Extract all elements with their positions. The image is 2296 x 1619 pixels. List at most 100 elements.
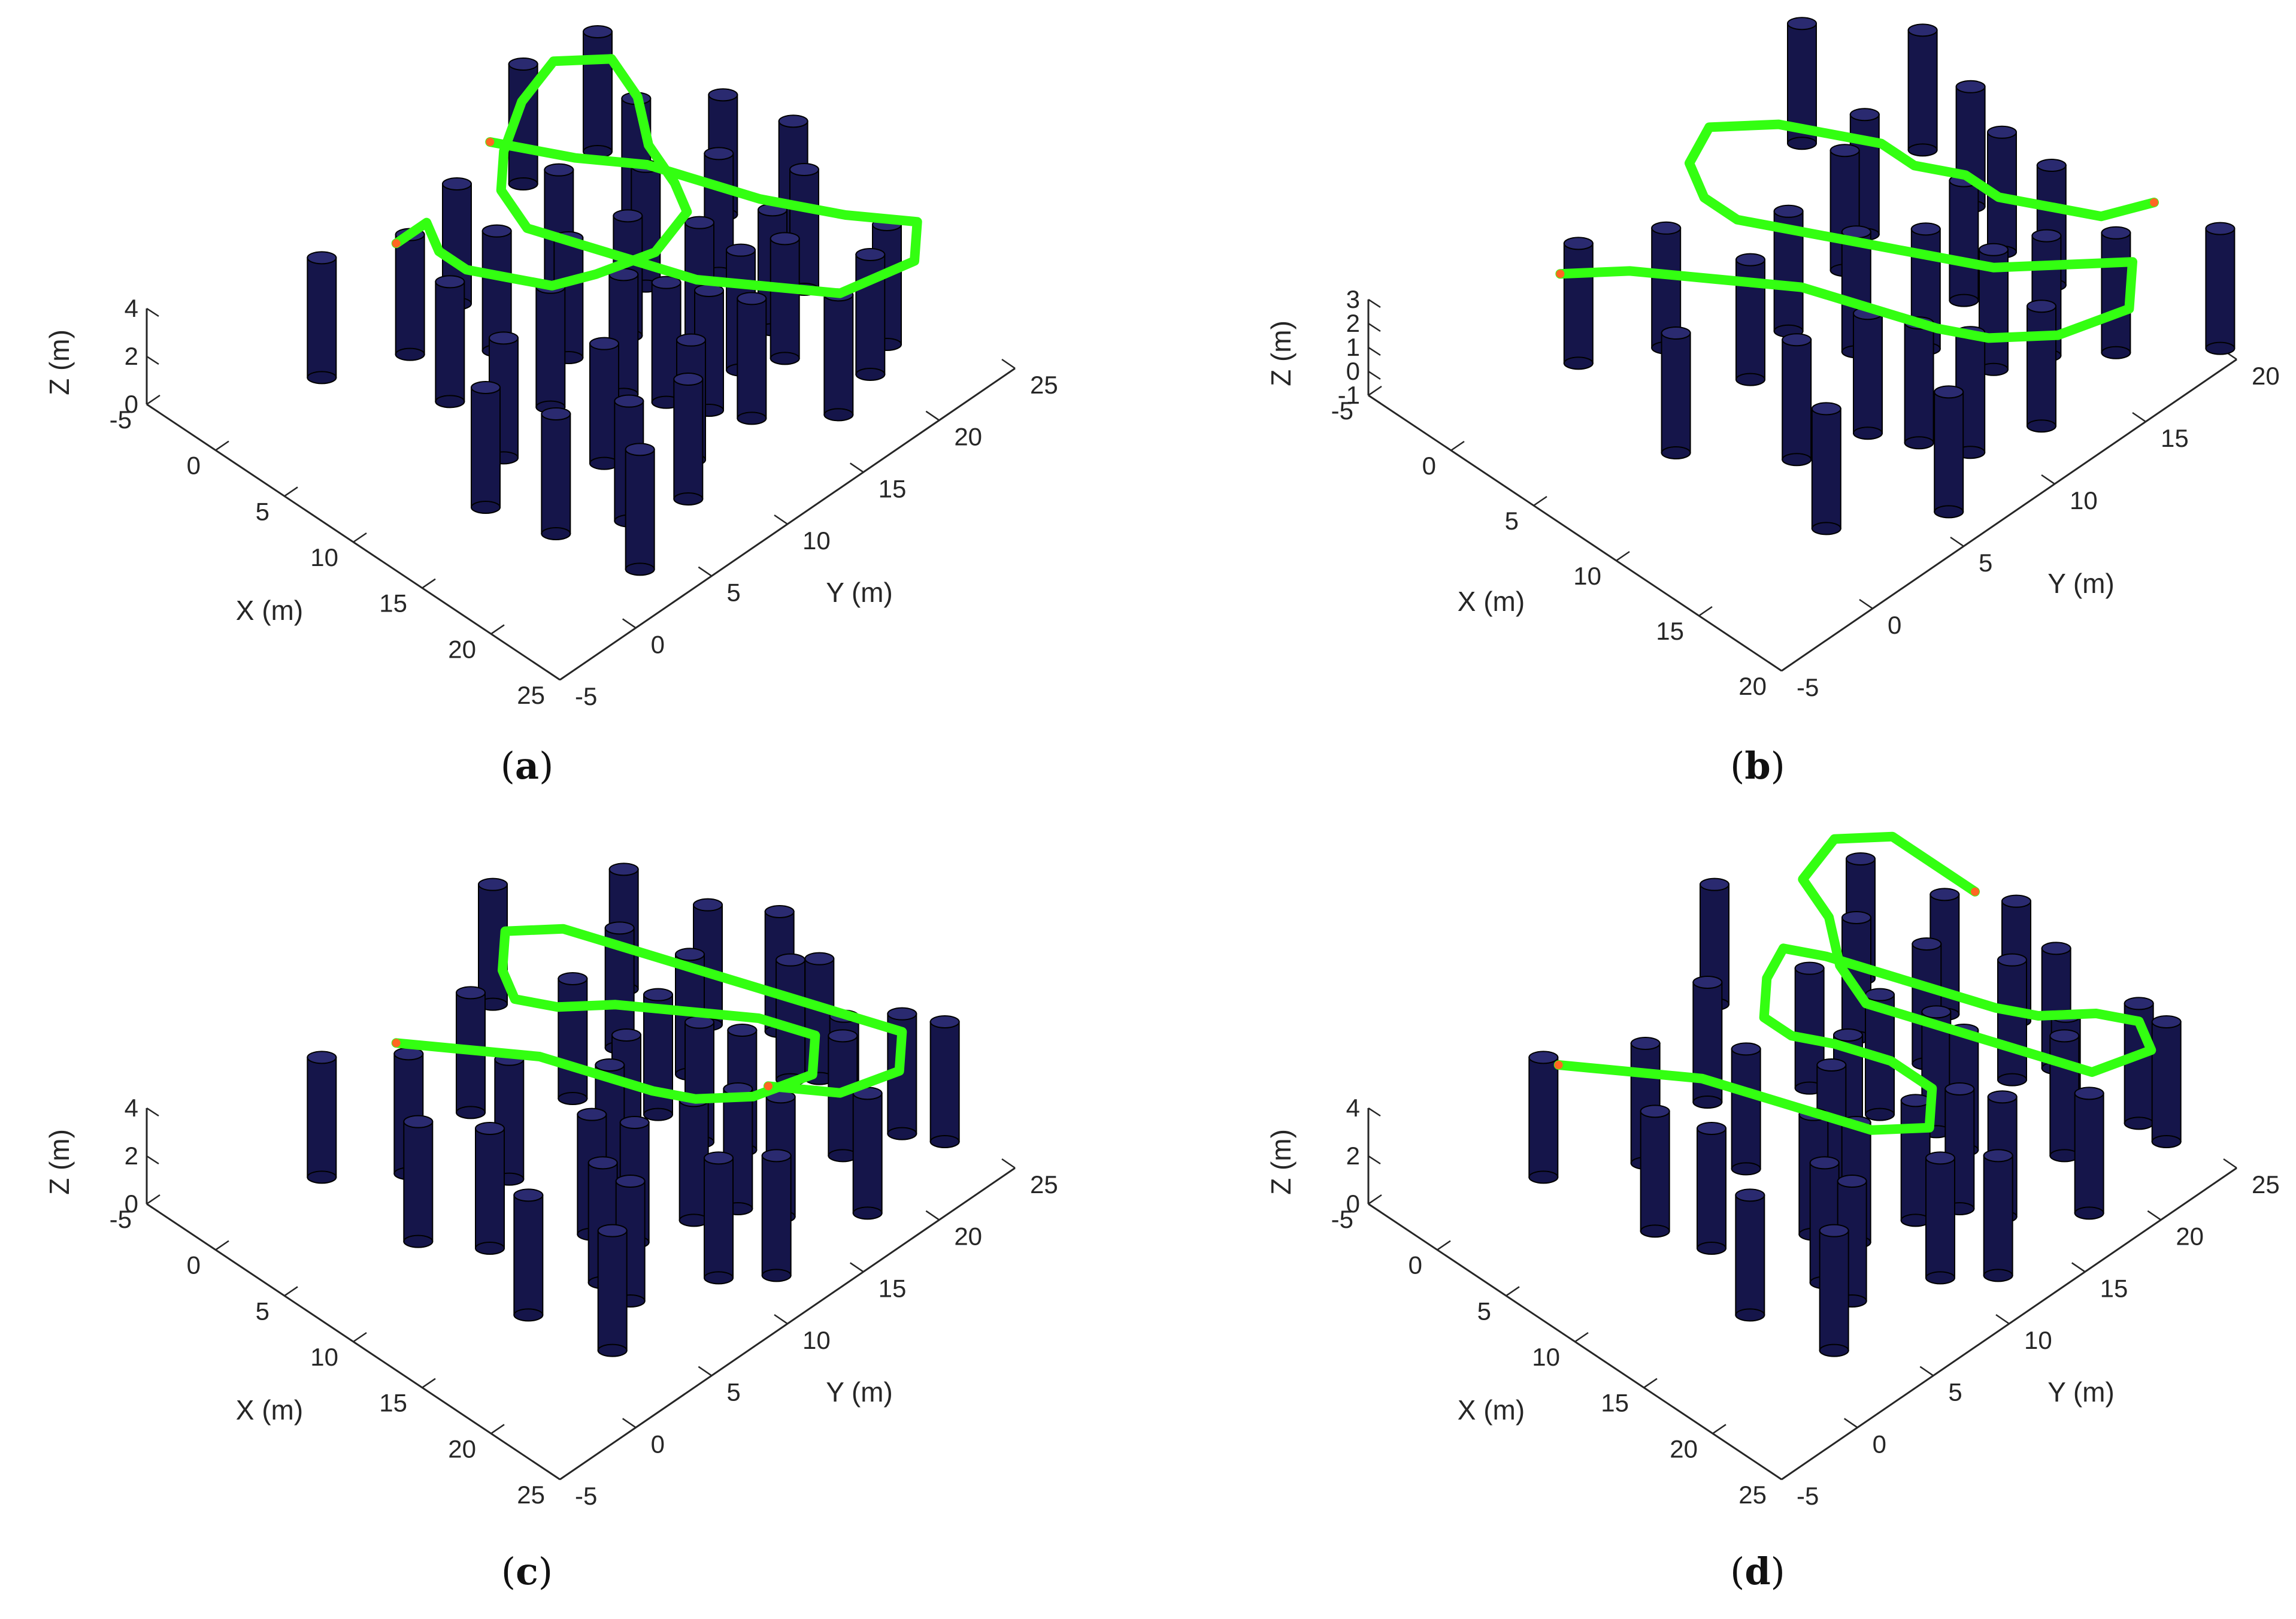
x-tick (1574, 1331, 1589, 1343)
obstacle-pillar (1692, 976, 1723, 1109)
pillar-top (1735, 253, 1765, 267)
pillar-top (597, 1224, 628, 1237)
pillar-top (1630, 1037, 1661, 1050)
pillar-body (1819, 1230, 1849, 1351)
pillar-top (929, 1015, 960, 1028)
pillar-base (2074, 1206, 2104, 1220)
pillar-body (852, 1093, 883, 1214)
pillar-top (708, 88, 738, 102)
pillar-top (625, 443, 655, 456)
y-tick (1001, 358, 1016, 370)
pillar-body (1563, 243, 1594, 364)
pillar-top (558, 972, 588, 985)
pillar-base (2027, 419, 2056, 433)
pillar-body (1853, 313, 1883, 434)
pillar-top (855, 248, 886, 261)
pillar-top (619, 1116, 650, 1129)
x-tick (1698, 606, 1713, 617)
pillar-top (761, 1149, 792, 1163)
pillar-body (704, 1157, 734, 1279)
y-axis-label: Y (m) (826, 1376, 893, 1408)
pillar-top (676, 333, 706, 347)
trajectory-endpoint (1556, 270, 1565, 279)
obstacle-pillar (770, 232, 800, 365)
y-tick-label: -5 (1797, 1482, 1819, 1510)
pillar-body (1528, 1057, 1559, 1178)
pillar-top (435, 275, 465, 289)
pillar-body (1731, 1048, 1761, 1170)
x-axis-line (1368, 394, 1782, 672)
pillar-base (1819, 1343, 1849, 1357)
trajectory-path (1555, 119, 2159, 343)
x-tick (490, 1424, 505, 1435)
pillar-body (583, 31, 613, 152)
pillar-base (737, 411, 767, 425)
pillar-base (2205, 341, 2236, 355)
pillar-body (1811, 408, 1841, 529)
trajectory-endpoint (2150, 198, 2158, 207)
pillar-base (1661, 446, 1691, 459)
x-axis-label: X (m) (1458, 586, 1525, 617)
x-tick-label: 25 (1738, 1481, 1767, 1509)
obstacle-pillar (737, 292, 767, 425)
x-tick (215, 1240, 229, 1251)
pillar-base (1692, 1096, 1723, 1109)
pillar-body (435, 281, 465, 403)
pillar-top (789, 163, 819, 176)
pillar-base (1528, 1170, 1559, 1184)
pillar-top (1997, 953, 2027, 967)
z-axis-label: Z (m) (44, 1129, 75, 1195)
pillar-top (1907, 23, 1938, 37)
x-tick (284, 486, 298, 497)
pillar-base (1787, 137, 1817, 150)
y-tick (1843, 1418, 1858, 1429)
panel-caption: (b) (1730, 744, 1785, 788)
obstacle-pillar (403, 1115, 434, 1248)
pillar-base (541, 527, 571, 540)
pillar-base (475, 1242, 505, 1255)
y-axis-label: Y (m) (826, 577, 893, 608)
z-tick (1368, 1203, 1381, 1213)
y-tick (622, 1418, 637, 1429)
y-tick-label: 5 (726, 579, 740, 607)
y-tick (849, 462, 864, 473)
z-tick-label: -1 (1338, 381, 1360, 409)
x-tick-label: 20 (1738, 672, 1767, 700)
z-tick-label: 0 (1346, 1190, 1360, 1218)
pillar-top (1651, 221, 1682, 235)
pillar-top (727, 1024, 758, 1037)
pillar-base (704, 1271, 734, 1285)
pillar-base (855, 368, 886, 381)
pillar-body (395, 234, 425, 355)
pillar-base (307, 371, 337, 385)
pillar-top (778, 114, 808, 128)
pillar-top (1787, 17, 1817, 31)
y-tick-label: -5 (1797, 673, 1819, 701)
pillar-top (2205, 222, 2236, 235)
x-tick (353, 532, 367, 543)
y-tick (622, 618, 637, 629)
y-tick-label: -5 (575, 1482, 597, 1510)
pillar-top (541, 407, 571, 420)
pillar-body (2151, 1021, 2182, 1142)
pillar-top (1811, 402, 1841, 416)
obstacle-pillar (1925, 1151, 1955, 1285)
x-axis-label: X (m) (1458, 1394, 1525, 1426)
pillar-top (307, 251, 337, 265)
pillar-top (1731, 1042, 1761, 1056)
pillar-base (852, 1206, 883, 1220)
panel-caption: (a) (501, 744, 554, 788)
x-tick-label: 5 (256, 1297, 269, 1325)
pillar-top (2036, 159, 2067, 172)
y-tick (2147, 1210, 2162, 1221)
pillar-body (776, 959, 805, 1081)
x-tick-label: 0 (187, 1251, 201, 1279)
pillar-base (1949, 293, 1979, 307)
y-tick (1919, 1366, 1934, 1376)
pillar-body (1983, 1155, 2013, 1276)
y-tick-label: 5 (1948, 1378, 1962, 1406)
pillar-base (2151, 1135, 2182, 1148)
obstacle-pillar (1949, 174, 1979, 307)
